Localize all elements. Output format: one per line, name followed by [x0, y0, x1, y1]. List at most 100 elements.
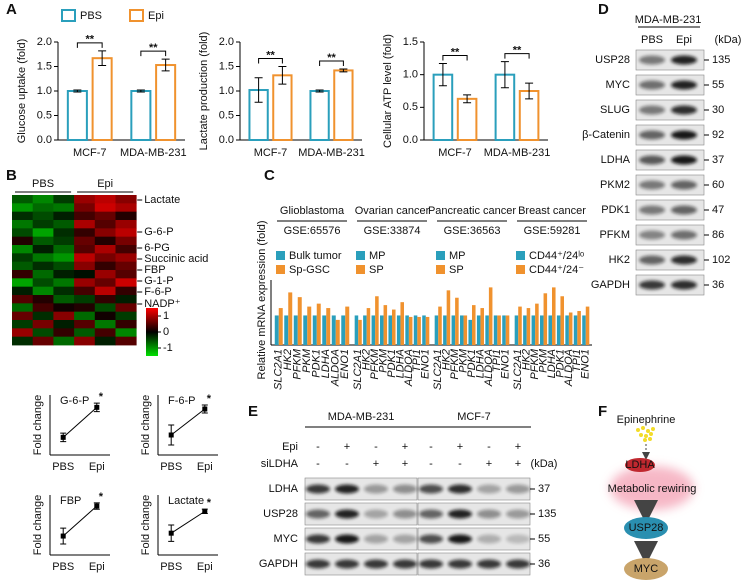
- bar: [451, 315, 456, 345]
- legend-label: CD44⁺/24⁻: [529, 264, 584, 276]
- lane-label: PBS: [641, 34, 663, 46]
- bar: [422, 315, 426, 345]
- blot-band: [393, 534, 417, 544]
- bar: [278, 308, 283, 345]
- legend-label: Epi: [148, 10, 164, 22]
- x-tick-label: Epi: [197, 561, 213, 573]
- blot-band: [506, 484, 530, 494]
- blot-band: [448, 509, 472, 519]
- heatmap-cell: [74, 278, 96, 288]
- heatmap-cell: [12, 261, 34, 271]
- y-tick-label: 0.0: [37, 134, 52, 146]
- protein-label: PDK1: [601, 204, 630, 216]
- blot-band: [639, 205, 665, 215]
- bar: [366, 308, 371, 345]
- heatmap-cell: [53, 311, 75, 321]
- legend-swatch: [436, 251, 445, 260]
- point: [168, 530, 174, 536]
- x-tick-label: PFKM: [292, 348, 304, 379]
- bar: [560, 296, 564, 345]
- y-tick-label: 1.0: [403, 69, 418, 81]
- y-tick-label: 1.5: [37, 60, 52, 72]
- y-axis-title: Glucose uptake (fold): [16, 39, 28, 144]
- blot-band: [506, 559, 530, 569]
- heatmap-cell: [115, 253, 137, 263]
- legend-label: PBS: [80, 10, 102, 22]
- kda-label: 102: [712, 254, 730, 266]
- error-bar: [525, 82, 534, 100]
- heatmap-cell: [32, 211, 54, 221]
- point: [202, 508, 208, 514]
- molecule-dot: [646, 429, 650, 433]
- x-tick-label: PBS: [52, 561, 74, 573]
- bar: [552, 287, 556, 345]
- blot-header: MDA-MB-231: [328, 411, 395, 423]
- protein-label: LDHA: [601, 154, 631, 166]
- chart-title: F-6-P: [168, 395, 196, 407]
- bar: [493, 315, 498, 345]
- row-label: 6-PG: [144, 242, 170, 254]
- heatmap-cell: [115, 228, 137, 238]
- group-title: Pancreatic cancer: [428, 205, 516, 217]
- group-subtitle: GSE:36563: [444, 225, 501, 237]
- protein-label: MYC: [274, 533, 299, 545]
- heatmap-cell: [94, 236, 116, 246]
- heatmap-cell: [94, 211, 116, 221]
- molecule-dot: [641, 426, 645, 430]
- kda-label: 92: [712, 129, 724, 141]
- bar: [497, 315, 501, 345]
- protein-label: MYC: [606, 79, 631, 91]
- colorbar-tick-label: 0: [163, 326, 169, 338]
- point: [168, 432, 174, 438]
- heatmap-cell: [74, 295, 96, 304]
- blot-band: [306, 559, 330, 569]
- heatmap-cell: [12, 220, 34, 229]
- bar: [91, 57, 113, 141]
- heatmap-cell: [115, 220, 137, 229]
- blot-band: [671, 230, 697, 240]
- significance-label: **: [266, 49, 275, 61]
- x-tick-label: HK2: [282, 349, 294, 370]
- y-axis-title: Fold change: [140, 395, 152, 456]
- kda-label: 135: [712, 54, 730, 66]
- bar: [488, 287, 493, 345]
- row-label: G-6-P: [144, 226, 173, 238]
- heatmap-cell: [53, 228, 75, 238]
- panel-label: A: [6, 1, 17, 18]
- x-tick-label: Epi: [197, 461, 213, 473]
- row-label: F-6-P: [144, 286, 172, 298]
- bar: [363, 315, 367, 345]
- condition-sign: -: [316, 441, 320, 453]
- x-tick-label: ALDOA: [330, 349, 342, 387]
- group-subtitle: GSE:33874: [364, 225, 421, 237]
- heatmap-cell: [94, 220, 116, 229]
- bar: [425, 316, 430, 345]
- heatmap-cell: [115, 336, 137, 346]
- x-tick-label: PKM: [301, 348, 313, 373]
- blot-band: [506, 509, 530, 519]
- heatmap-cell: [32, 195, 54, 204]
- heatmap-cell: [32, 270, 54, 279]
- kda-label: 60: [712, 179, 724, 191]
- y-axis-title: Fold change: [32, 395, 44, 456]
- bar: [543, 293, 548, 345]
- x-tick-label: PDK1: [554, 349, 566, 378]
- protein-label: GAPDH: [591, 279, 630, 291]
- heatmap-cell: [74, 236, 96, 246]
- heatmap-cell: [32, 203, 54, 213]
- legend-swatch: [356, 251, 365, 260]
- blot-header: MCF-7: [457, 411, 491, 423]
- x-tick-label: ENO1: [580, 349, 592, 379]
- blot-band: [639, 130, 665, 140]
- bar: [472, 305, 476, 345]
- blot-band: [393, 559, 417, 569]
- row-label: G-1-P: [144, 275, 173, 287]
- bar: [463, 315, 468, 345]
- blot-band: [393, 509, 417, 519]
- heatmap-cell: [94, 195, 116, 204]
- heatmap-cell: [94, 328, 116, 338]
- heatmap-cell: [115, 270, 137, 279]
- heatmap-cell: [12, 320, 34, 329]
- legend-label: Sp-GSC: [289, 264, 330, 276]
